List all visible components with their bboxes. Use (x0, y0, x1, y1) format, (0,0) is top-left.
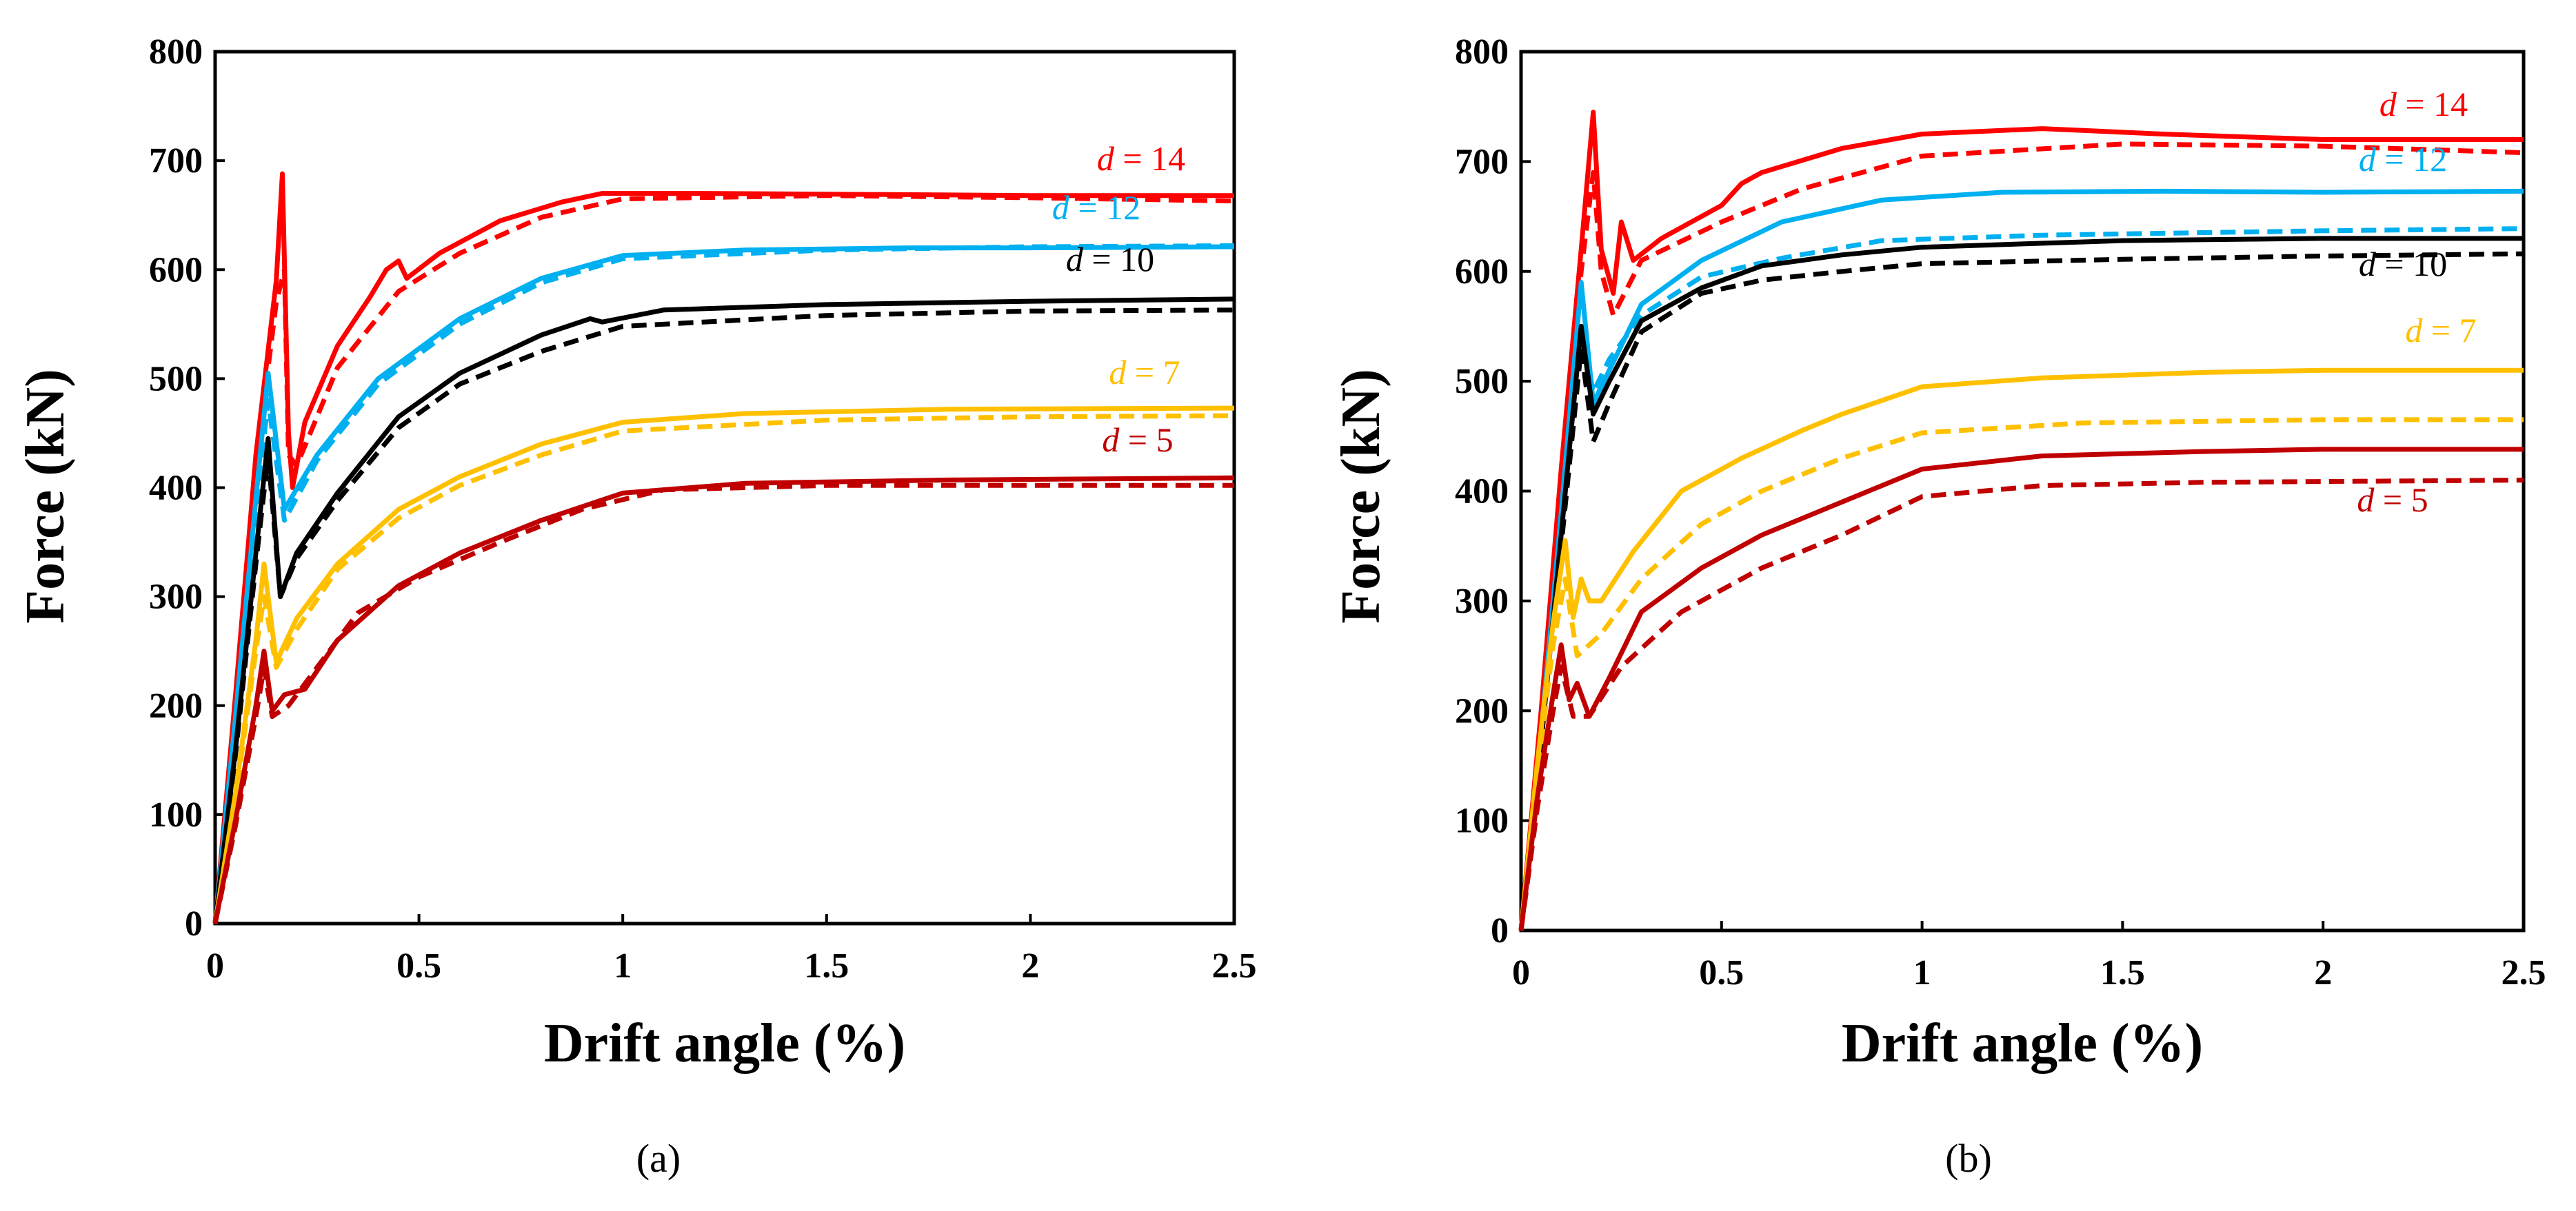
series-line (212, 307, 1235, 924)
series-label: d = 12 (2359, 140, 2447, 179)
x-tick-label: 2 (1021, 946, 1039, 986)
x-tick-label: 0 (1512, 953, 1530, 993)
series-label: d = 7 (2405, 311, 2476, 349)
series-line (1518, 367, 2524, 931)
y-tick-label: 700 (149, 141, 203, 181)
x-axis-label: Drift angle (%) (1842, 1013, 2203, 1074)
series-label: d = 14 (1097, 139, 1185, 178)
y-tick-label: 0 (1491, 911, 1509, 950)
y-tick-label: 800 (1455, 32, 1509, 72)
y-axis-label: Force (kN) (15, 369, 76, 624)
series-label: d = 10 (2359, 245, 2447, 283)
series-line (1518, 226, 2524, 931)
series-line (1518, 417, 2524, 931)
series-label: d = 10 (1066, 240, 1154, 278)
x-tick-label: 1.5 (804, 946, 849, 986)
series-line (212, 405, 1235, 924)
x-tick-label: 0.5 (1699, 953, 1744, 993)
y-tick-label: 0 (185, 904, 203, 944)
x-tick-label: 0 (206, 946, 224, 986)
y-tick-label: 200 (149, 686, 203, 726)
y-tick-label: 300 (1455, 582, 1509, 621)
panel-caption: (a) (636, 1136, 681, 1181)
x-tick-label: 0.5 (396, 946, 441, 986)
y-tick-label: 400 (1455, 472, 1509, 511)
y-axis-label: Force (kN) (1331, 369, 1391, 624)
series-label: d = 14 (2379, 85, 2468, 123)
series-line (212, 193, 1235, 924)
x-tick-label: 2.5 (2502, 953, 2546, 993)
series-line (212, 171, 1234, 924)
x-tick-label: 2 (2314, 953, 2332, 993)
y-tick-label: 100 (1455, 802, 1509, 841)
y-tick-label: 100 (149, 795, 203, 835)
series-line (1518, 447, 2524, 931)
chart-panel-b: 0 100 200 300 400 500 600 700 800 0 0.5 1 1.5 2 2.5 Dri… (1331, 32, 2546, 1181)
x-tick-label: 1 (1913, 953, 1931, 993)
series-label: d = 12 (1052, 188, 1140, 227)
y-tick-label: 500 (1455, 362, 1509, 401)
plot-area-frame (213, 50, 1236, 926)
x-tick-label: 1 (614, 946, 632, 986)
y-tick-label: 700 (1455, 142, 1509, 181)
series-line (1518, 236, 2524, 931)
series-label: d = 7 (1109, 353, 1180, 391)
series-label: d = 5 (2357, 480, 2428, 519)
y-tick-label: 600 (149, 250, 203, 289)
series-line (1518, 478, 2524, 931)
series-line (212, 413, 1235, 924)
y-tick-label: 800 (149, 32, 203, 72)
chart-panel-a: 0 100 200 300 400 500 600 700 800 0 0.5 1 1.5 2 2.5 Dri… (15, 32, 1257, 1181)
x-tick-label: 1.5 (2100, 953, 2145, 993)
y-tick-label: 600 (1455, 252, 1509, 292)
x-axis-label: Drift angle (%) (544, 1013, 905, 1074)
y-tick-label: 200 (1455, 691, 1509, 731)
series-line (212, 243, 1235, 924)
y-tick-label: 300 (149, 578, 203, 617)
series-label: d = 5 (1102, 420, 1173, 459)
series-line (1518, 251, 2524, 931)
series-line (212, 482, 1234, 924)
x-tick-label: 2.5 (1212, 946, 1257, 986)
series-line (212, 244, 1235, 924)
y-tick-label: 500 (149, 359, 203, 398)
y-tick-label: 400 (149, 469, 203, 508)
panel-caption: (b) (1945, 1136, 1992, 1181)
series-line (1518, 110, 2524, 931)
series-line (212, 475, 1235, 924)
